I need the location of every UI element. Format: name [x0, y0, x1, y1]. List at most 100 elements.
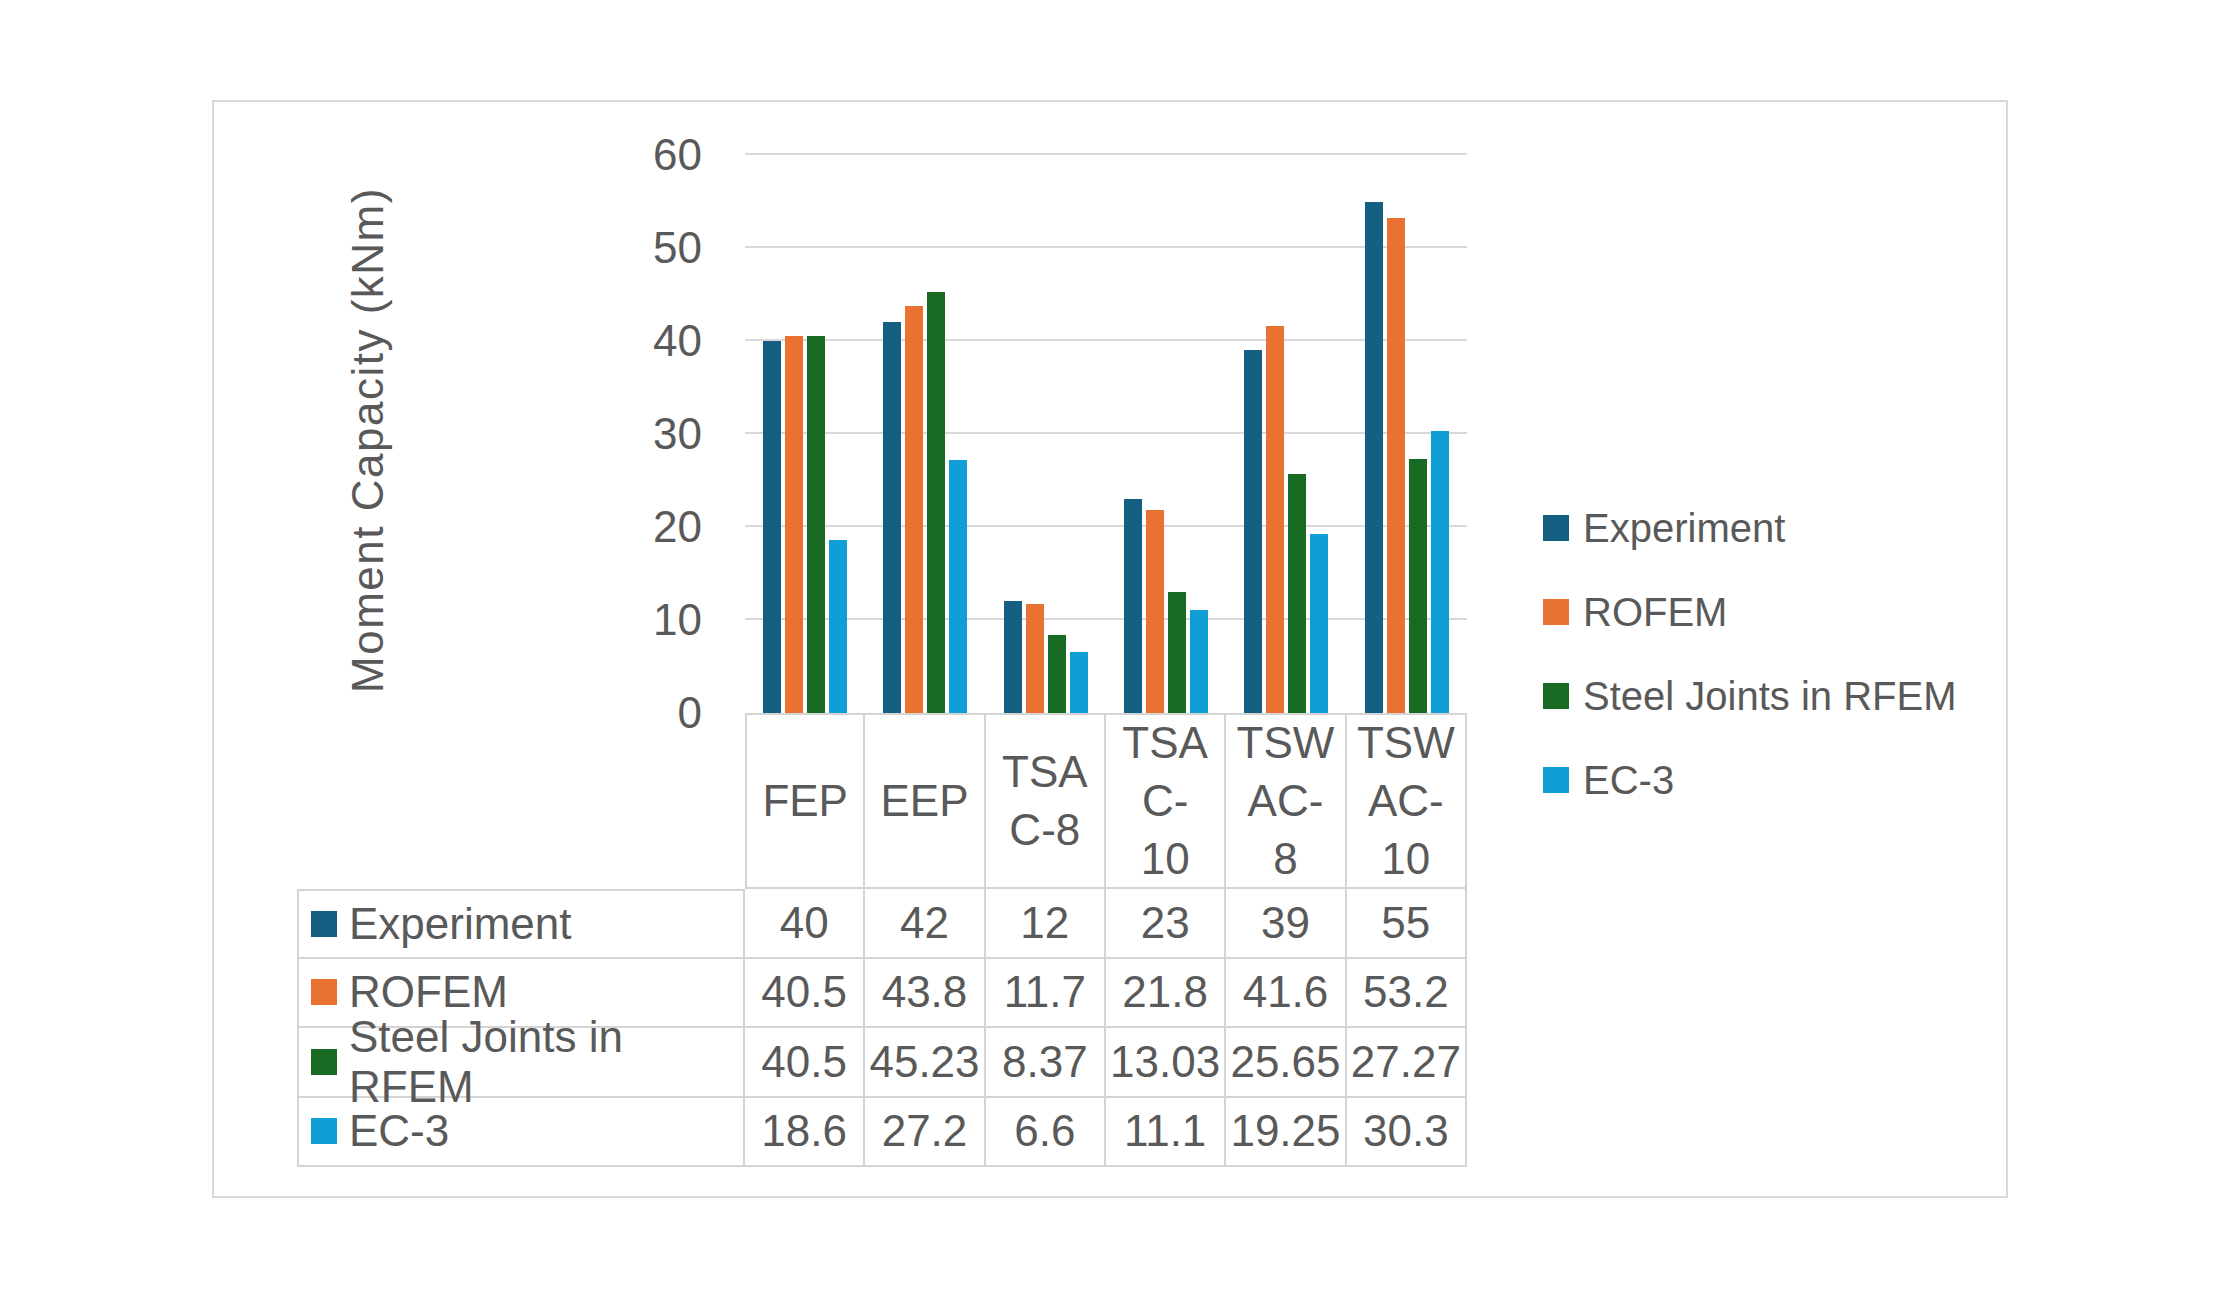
value-cell: 18.6	[745, 1098, 865, 1168]
category-header-cell: TSWAC-10	[1347, 713, 1467, 889]
bar	[763, 341, 781, 713]
legend-label: EC-3	[1583, 758, 1674, 803]
series-name: ROFEM	[349, 967, 508, 1017]
value-cell: 30.3	[1347, 1098, 1467, 1168]
y-axis-tick-label: 60	[450, 129, 702, 181]
bar-group	[745, 155, 865, 713]
category-header-line: 8	[1273, 830, 1297, 888]
category-header-cell: TSAC-10	[1106, 713, 1226, 889]
legend-item: Experiment	[1543, 504, 1956, 552]
value-cell: 27.27	[1347, 1028, 1467, 1098]
value-cell: 53.2	[1347, 959, 1467, 1029]
bar	[829, 540, 847, 713]
value-cell: 19.25	[1226, 1098, 1346, 1168]
bar	[1124, 499, 1142, 713]
legend-item: Steel Joints in RFEM	[1543, 672, 1956, 720]
bar	[1168, 592, 1186, 713]
series-label-cell: EC-3	[297, 1098, 745, 1168]
value-cell: 39	[1226, 889, 1346, 959]
table-ghost-cell	[297, 713, 745, 889]
value-cell: 43.8	[865, 959, 985, 1029]
series-name: Experiment	[349, 899, 572, 949]
value-cell: 40	[745, 889, 865, 959]
series-label-cell: Experiment	[297, 889, 745, 959]
category-header-cell: EEP	[865, 713, 985, 889]
category-header-line: C-8	[1009, 801, 1080, 859]
value-cell: 8.37	[986, 1028, 1106, 1098]
bar	[1190, 610, 1208, 713]
category-header-line: TSW	[1357, 714, 1455, 772]
legend-swatch	[1543, 599, 1569, 625]
y-axis-ticks: 0102030405060	[450, 155, 702, 713]
legend-key-swatch	[311, 1118, 337, 1144]
category-header-line: C-	[1142, 772, 1188, 830]
value-cell: 40.5	[745, 1028, 865, 1098]
bar	[1365, 202, 1383, 714]
category-header-line: TSA	[1002, 743, 1088, 801]
bar	[1288, 474, 1306, 713]
bar	[949, 460, 967, 713]
category-header-line: 10	[1381, 830, 1430, 888]
legend-key-swatch	[311, 911, 337, 937]
legend-label: ROFEM	[1583, 590, 1727, 635]
legend-key-swatch	[311, 979, 337, 1005]
bar	[1244, 350, 1262, 713]
y-axis-tick-label: 50	[450, 222, 702, 274]
y-axis-title: Moment Capacity (kNm)	[343, 187, 393, 693]
legend-item: ROFEM	[1543, 588, 1956, 636]
value-cell: 55	[1347, 889, 1467, 959]
category-header-line: FEP	[762, 772, 848, 830]
bar	[1387, 218, 1405, 713]
bar	[1266, 326, 1284, 713]
bar	[1004, 601, 1022, 713]
legend-key-swatch	[311, 1049, 337, 1075]
value-cell: 41.6	[1226, 959, 1346, 1029]
bar	[1048, 635, 1066, 713]
value-cell: 12	[986, 889, 1106, 959]
data-table: FEPEEPTSAC-8TSAC-10TSWAC-8TSWAC-10Experi…	[297, 713, 1467, 1167]
y-axis-tick-label: 10	[450, 594, 702, 646]
value-cell: 13.03	[1106, 1028, 1226, 1098]
value-cell: 25.65	[1226, 1028, 1346, 1098]
category-header-cell: TSAC-8	[986, 713, 1106, 889]
category-header-cell: FEP	[745, 713, 865, 889]
value-cell: 27.2	[865, 1098, 985, 1168]
bar	[1026, 604, 1044, 713]
value-cell: 40.5	[745, 959, 865, 1029]
legend-swatch	[1543, 683, 1569, 709]
legend-swatch	[1543, 515, 1569, 541]
value-cell: 11.7	[986, 959, 1106, 1029]
bar	[1070, 652, 1088, 713]
category-header-line: AC-	[1368, 772, 1444, 830]
bar	[785, 336, 803, 713]
category-header-line: AC-	[1248, 772, 1324, 830]
series-label-cell: Steel Joints in RFEM	[297, 1028, 745, 1098]
bar	[1431, 431, 1449, 713]
category-header-line: TSA	[1122, 714, 1208, 772]
bar-group	[1347, 155, 1467, 713]
series-name: EC-3	[349, 1106, 449, 1156]
bar	[1310, 534, 1328, 713]
y-axis-tick-label: 20	[450, 501, 702, 553]
y-axis-tick-label: 40	[450, 315, 702, 367]
bar-group	[1106, 155, 1226, 713]
value-cell: 11.1	[1106, 1098, 1226, 1168]
category-header-cell: TSWAC-8	[1226, 713, 1346, 889]
legend-item: EC-3	[1543, 756, 1956, 804]
value-cell: 23	[1106, 889, 1226, 959]
value-cell: 21.8	[1106, 959, 1226, 1029]
bar	[905, 306, 923, 713]
bar	[1409, 459, 1427, 713]
category-header-line: EEP	[880, 772, 968, 830]
bar-group	[865, 155, 985, 713]
value-cell: 6.6	[986, 1098, 1106, 1168]
category-header-line: 10	[1141, 830, 1190, 888]
legend-label: Experiment	[1583, 506, 1785, 551]
value-cell: 45.23	[865, 1028, 985, 1098]
bar-group	[986, 155, 1106, 713]
y-axis-tick-label: 30	[450, 408, 702, 460]
legend: Experiment ROFEM Steel Joints in RFEM EC-3	[1543, 504, 1956, 804]
figure: Moment Capacity (kNm) 0102030405060 FEPE…	[0, 0, 2222, 1301]
bar-group	[1226, 155, 1346, 713]
plot-area	[745, 155, 1467, 713]
